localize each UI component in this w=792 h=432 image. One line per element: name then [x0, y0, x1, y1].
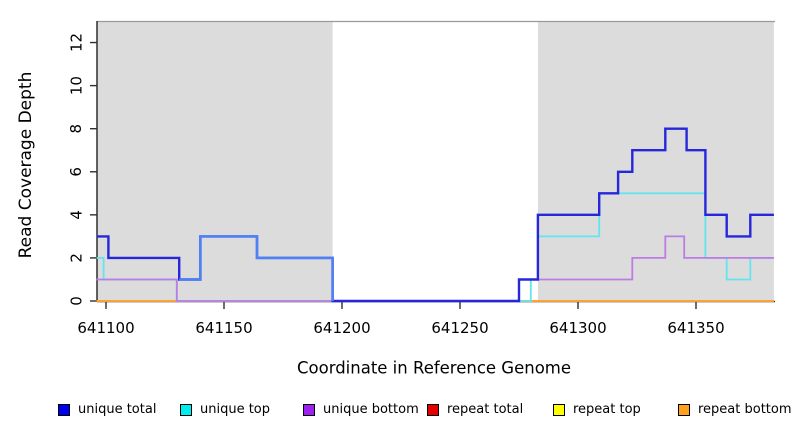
- y-tick-label: 12: [67, 33, 85, 52]
- shaded-region: [96, 21, 333, 301]
- legend-item-repeat-bottom: repeat bottom: [678, 403, 792, 416]
- legend-swatch-unique-top: [180, 403, 192, 416]
- legend-label-unique-total: unique total: [78, 402, 157, 417]
- y-tick-label: 4: [67, 210, 85, 220]
- x-tick-label: 641250: [431, 319, 488, 337]
- y-axis-title: Read Coverage Depth: [16, 71, 36, 259]
- x-tick-label: 641350: [667, 319, 724, 337]
- y-tick-label: 2: [67, 253, 85, 263]
- x-axis-title: Coordinate in Reference Genome: [296, 358, 572, 378]
- legend-item-unique-total: unique total: [58, 403, 156, 416]
- legend-item-unique-bottom: unique bottom: [303, 403, 419, 416]
- legend-label-unique-bottom: unique bottom: [323, 402, 419, 417]
- legend-swatch-repeat-total: [427, 403, 439, 416]
- y-tick-label: 6: [67, 167, 85, 177]
- legend-label-unique-top: unique top: [200, 402, 271, 417]
- legend-swatch-unique-total: [58, 403, 70, 416]
- legend-item-unique-top: unique top: [180, 403, 270, 416]
- legend-swatch-unique-bottom: [303, 403, 315, 416]
- legend-label-repeat-top: repeat top: [573, 402, 641, 417]
- x-tick-label: 641200: [313, 319, 370, 337]
- legend-swatch-repeat-top: [553, 403, 565, 416]
- legend: unique total unique top unique bottom repea…: [0, 398, 792, 426]
- x-tick-label: 641300: [549, 319, 606, 337]
- legend-item-repeat-total: repeat total: [427, 403, 523, 416]
- series-highlight-unique-total: [179, 235, 334, 301]
- legend-swatch-repeat-bottom: [678, 403, 690, 416]
- x-tick-label: 641100: [77, 319, 134, 337]
- legend-label-repeat-bottom: repeat bottom: [698, 402, 792, 417]
- shaded-region: [537, 21, 774, 301]
- x-tick-label: 641150: [195, 319, 252, 337]
- y-tick-label: 0: [67, 296, 85, 306]
- series-line-unique-bottom: [96, 235, 774, 302]
- y-tick-label: 10: [67, 76, 85, 95]
- y-tick-label: 8: [67, 124, 85, 134]
- legend-label-repeat-total: repeat total: [447, 402, 524, 417]
- legend-item-repeat-top: repeat top: [553, 403, 641, 416]
